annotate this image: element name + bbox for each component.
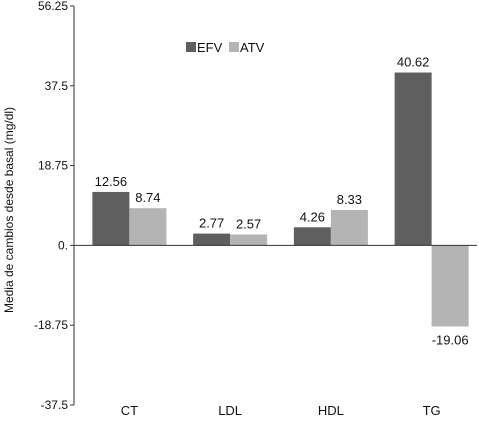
data-label: 8.33 <box>337 192 362 207</box>
bar-efv-hdl <box>293 227 331 246</box>
bar-atv-hdl <box>330 209 368 246</box>
bar-atv-tg <box>431 245 469 327</box>
bar-efv-ct <box>92 191 130 246</box>
x-tick-label: CT <box>121 403 138 418</box>
y-axis-title: Media de cambios desde basal (mg/dl) <box>2 107 16 313</box>
data-label: 2.57 <box>236 216 261 231</box>
legend: EFV ATV <box>186 40 265 55</box>
data-labels: 12.56 8.74 2.77 2.57 4.26 8.33 40.62 -19.06 <box>95 55 469 348</box>
bar-efv-ldl <box>193 233 231 246</box>
x-tick-label: TG <box>423 403 441 418</box>
data-label: 8.74 <box>135 190 160 205</box>
legend-label-atv: ATV <box>240 40 265 55</box>
y-tick-label: 0. <box>58 238 68 252</box>
x-tick-label: LDL <box>218 403 242 418</box>
x-tick-label: HDL <box>318 403 344 418</box>
bar-atv-ct <box>129 208 167 246</box>
y-tick-label: 56.25 <box>38 0 68 13</box>
legend-label-efv: EFV <box>197 40 223 55</box>
data-label: 40.62 <box>397 55 430 70</box>
bar-efv-tg <box>394 72 432 246</box>
data-label: 4.26 <box>300 209 325 224</box>
bar-atv-ldl <box>230 234 268 246</box>
y-tick-label: -37.5 <box>41 398 69 412</box>
data-label: 12.56 <box>95 174 128 189</box>
y-tick-label: 18.75 <box>38 159 68 173</box>
x-tick-labels: CT LDL HDL TG <box>121 403 441 418</box>
legend-swatch-efv <box>186 42 196 52</box>
y-ticks: 56.25 37.5 18.75 0. -18.75 -37.5 <box>34 0 74 412</box>
y-tick-label: -18.75 <box>34 318 68 332</box>
y-tick-label: 37.5 <box>45 79 69 93</box>
legend-swatch-atv <box>229 42 239 52</box>
data-label: -19.06 <box>432 333 469 348</box>
data-label: 2.77 <box>199 216 224 231</box>
bars <box>92 72 469 327</box>
